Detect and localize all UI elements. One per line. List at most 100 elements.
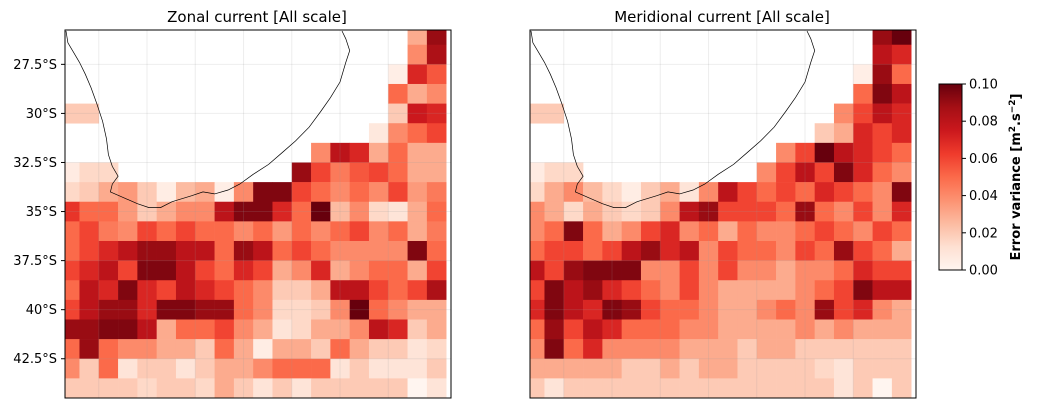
- heatmap-cell: [156, 182, 177, 203]
- heatmap-cell: [583, 319, 603, 340]
- heatmap-cell: [426, 299, 447, 320]
- heatmap-cell: [407, 182, 428, 203]
- heatmap-cell: [311, 142, 331, 163]
- heatmap-cell: [621, 299, 642, 320]
- heatmap-cell: [137, 358, 157, 379]
- heatmap-cell: [407, 358, 428, 379]
- heatmap-cell: [679, 378, 700, 398]
- heatmap-cell: [530, 358, 545, 379]
- heatmap-cell: [175, 319, 196, 340]
- heatmap-cell: [407, 162, 428, 183]
- heatmap-cell: [118, 280, 138, 301]
- heatmap-cell: [563, 201, 584, 222]
- heatmap-cell: [118, 358, 138, 379]
- heatmap-cell: [814, 299, 835, 320]
- heatmap-cell: [891, 201, 912, 222]
- heatmap-cell: [853, 240, 873, 261]
- heatmap-cell: [137, 201, 157, 222]
- heatmap-cell: [426, 358, 447, 379]
- heatmap-cell: [640, 221, 661, 242]
- heatmap-cell: [853, 378, 873, 398]
- heatmap-cell: [291, 221, 312, 242]
- heatmap-cell: [814, 182, 835, 203]
- heatmap-cell: [291, 319, 312, 340]
- heatmap-cell: [814, 162, 835, 183]
- heatmap-cell: [65, 201, 80, 222]
- heatmap-cell: [563, 299, 584, 320]
- heatmap-cell: [621, 182, 642, 203]
- heatmap-cell: [563, 221, 584, 242]
- heatmap-cell: [583, 339, 603, 360]
- heatmap-cell: [426, 339, 447, 360]
- heatmap-cell: [833, 319, 854, 340]
- heatmap-cell: [891, 64, 912, 85]
- heatmap-cell: [814, 280, 835, 301]
- heatmap-cell: [833, 142, 854, 163]
- heatmap-cell: [872, 103, 893, 124]
- heatmap-cell: [891, 280, 912, 301]
- heatmap-cell: [833, 240, 854, 261]
- heatmap-cell: [718, 240, 738, 261]
- heatmap-cell: [118, 221, 138, 242]
- heatmap-cell: [833, 182, 854, 203]
- heatmap-cell: [756, 339, 777, 360]
- heatmap-cell: [776, 162, 796, 183]
- heatmap-cell: [79, 280, 100, 301]
- heatmap-cell: [137, 260, 157, 281]
- heatmap-cell: [737, 201, 758, 222]
- heatmap-cell: [602, 319, 622, 340]
- heatmap-cell: [563, 378, 584, 398]
- heatmap-cell: [640, 280, 661, 301]
- heatmap-cell: [776, 260, 796, 281]
- heatmap-cell: [872, 83, 893, 104]
- heatmap-cell: [776, 280, 796, 301]
- colorbar-ticks: 0.00 0.02 0.04 0.06 0.08 0.10: [962, 78, 998, 279]
- heatmap-cell: [563, 280, 584, 301]
- heatmap-cell: [118, 339, 138, 360]
- heatmap-cell: [272, 378, 293, 398]
- heatmap-cell: [872, 64, 893, 85]
- heatmap-cell: [756, 299, 777, 320]
- heatmap-cell: [175, 240, 196, 261]
- heatmap-cell: [426, 319, 447, 340]
- heatmap-cell: [426, 280, 447, 301]
- heatmap-cell: [79, 221, 100, 242]
- heatmap-cell: [118, 201, 138, 222]
- heatmap-cell: [233, 378, 254, 398]
- heatmap-cell: [853, 162, 873, 183]
- heatmap-cell: [698, 240, 719, 261]
- heatmap-cell: [98, 319, 119, 340]
- heatmap-cell: [98, 240, 119, 261]
- heatmap-cell: [426, 44, 447, 65]
- heatmap-cell: [233, 201, 254, 222]
- heatmap-cell: [563, 358, 584, 379]
- heatmap-cell: [660, 319, 680, 340]
- heatmap-cell: [426, 260, 447, 281]
- heatmap-cell: [368, 319, 389, 340]
- heatmap-cell: [233, 221, 254, 242]
- heatmap-cell: [311, 319, 331, 340]
- heatmap-cell: [407, 378, 428, 398]
- heatmap-cell: [311, 280, 331, 301]
- heatmap-cell: [388, 162, 408, 183]
- heatmap-cell: [349, 280, 370, 301]
- heatmap-cell: [640, 182, 661, 203]
- heatmap-cell: [776, 240, 796, 261]
- heatmap-cell: [291, 299, 312, 320]
- heatmap-cell: [795, 339, 815, 360]
- heatmap-cell: [195, 260, 215, 281]
- heatmap-cell: [853, 142, 873, 163]
- heatmap-cell: [621, 240, 642, 261]
- heatmap-cell: [214, 221, 235, 242]
- heatmap-cell: [621, 280, 642, 301]
- heatmap-cell: [544, 221, 565, 242]
- heatmap-cell: [718, 182, 738, 203]
- heatmap-cell: [407, 83, 428, 104]
- heatmap-cell: [330, 142, 350, 163]
- heatmap-cell: [79, 260, 100, 281]
- heatmap-cell: [872, 378, 893, 398]
- heatmap-cell: [272, 201, 293, 222]
- heatmap-cell: [833, 339, 854, 360]
- heatmap-cell: [118, 299, 138, 320]
- heatmap-cell: [602, 378, 622, 398]
